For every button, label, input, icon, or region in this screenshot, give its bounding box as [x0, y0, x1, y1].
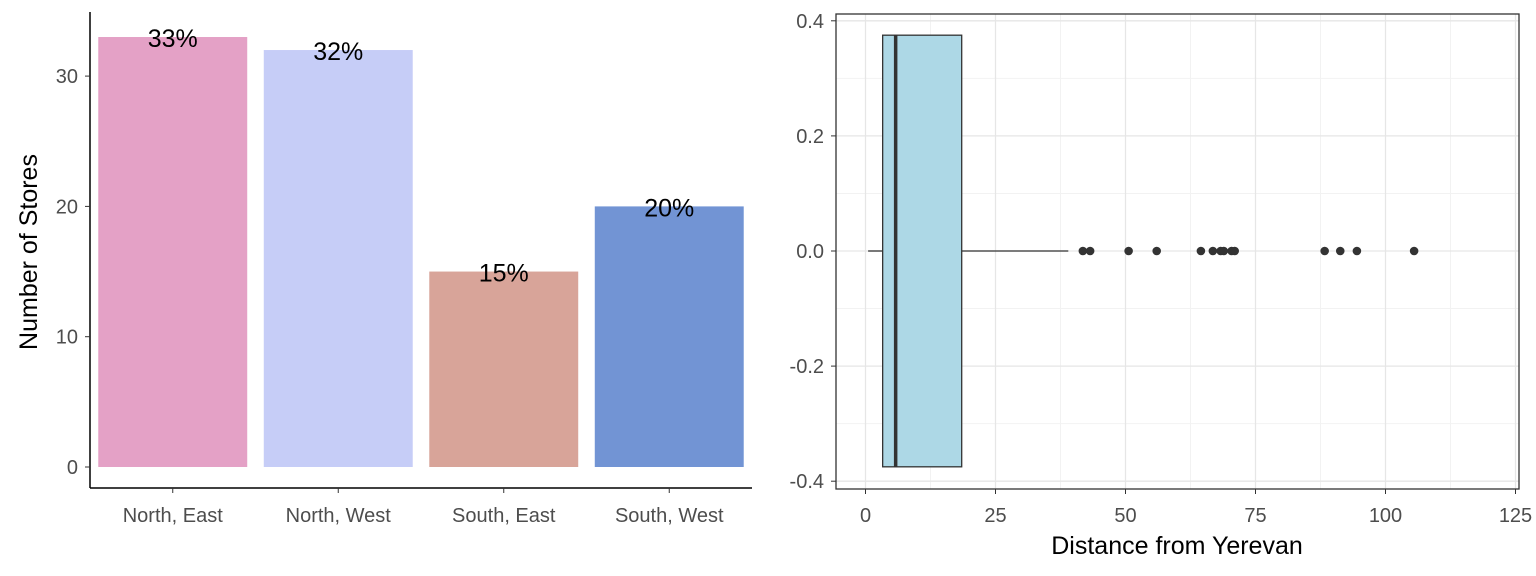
outlier-point [1320, 246, 1329, 256]
boxplot-panel: 0 25 50 75 100 125 -0.4 -0.2 0.0 0.2 0.4 [790, 11, 1533, 527]
bar-data-label: 32% [313, 38, 363, 66]
outlier-point [1208, 246, 1218, 256]
bar [594, 206, 744, 467]
bar [429, 271, 579, 467]
bar-data-label: 33% [148, 25, 198, 53]
outlier-point [1219, 246, 1229, 256]
box-x-tick-label: 100 [1369, 505, 1402, 527]
bar [98, 37, 248, 467]
box-x-tick-label: 50 [1114, 505, 1136, 527]
box-x-tick-label: 25 [984, 505, 1006, 527]
box-x-tick-label: 75 [1244, 505, 1266, 527]
box-y-tick-label: 0.4 [796, 11, 824, 33]
outlier-point [1196, 246, 1206, 256]
bar-y-tick-label: 0 [67, 457, 78, 479]
bar-data-label: 15% [479, 260, 529, 288]
outlier-point [1335, 246, 1345, 256]
box-y-tick-label: 0.0 [796, 241, 824, 263]
outlier-point [1230, 246, 1239, 256]
bar-y-tick-label: 30 [56, 66, 78, 88]
outlier-point [1409, 246, 1419, 256]
bar-y-tick-label: 10 [56, 327, 78, 349]
bar-y-tick-label: 20 [56, 196, 78, 218]
box-y-tick-label: -0.2 [790, 356, 824, 378]
box-x-axis-title: Distance from Yerevan [1051, 532, 1303, 560]
outlier-point [1085, 246, 1095, 256]
box-x-tick-label: 0 [860, 505, 871, 527]
bar [263, 50, 413, 467]
outlier-point [1352, 246, 1362, 256]
box-y-tick-label: -0.4 [790, 471, 824, 493]
box-y-tick-label: 0.2 [796, 126, 824, 148]
bar-chart-panel: 0 10 20 30 North, East 33% North, West 32% South… [56, 12, 752, 527]
outlier-point [1152, 246, 1161, 256]
bar-x-tick-label: South, West [615, 505, 724, 527]
outlier-point [1124, 246, 1133, 256]
bar-x-tick-label: North, West [286, 505, 392, 527]
outlier-point [1078, 246, 1088, 256]
bar-x-tick-label: North, East [123, 505, 223, 527]
bar-data-label: 20% [644, 194, 694, 222]
bar-x-tick-label: South, East [452, 505, 556, 527]
bar-y-axis-title: Number of Stores [15, 154, 43, 350]
box-x-tick-label: 125 [1499, 505, 1532, 527]
